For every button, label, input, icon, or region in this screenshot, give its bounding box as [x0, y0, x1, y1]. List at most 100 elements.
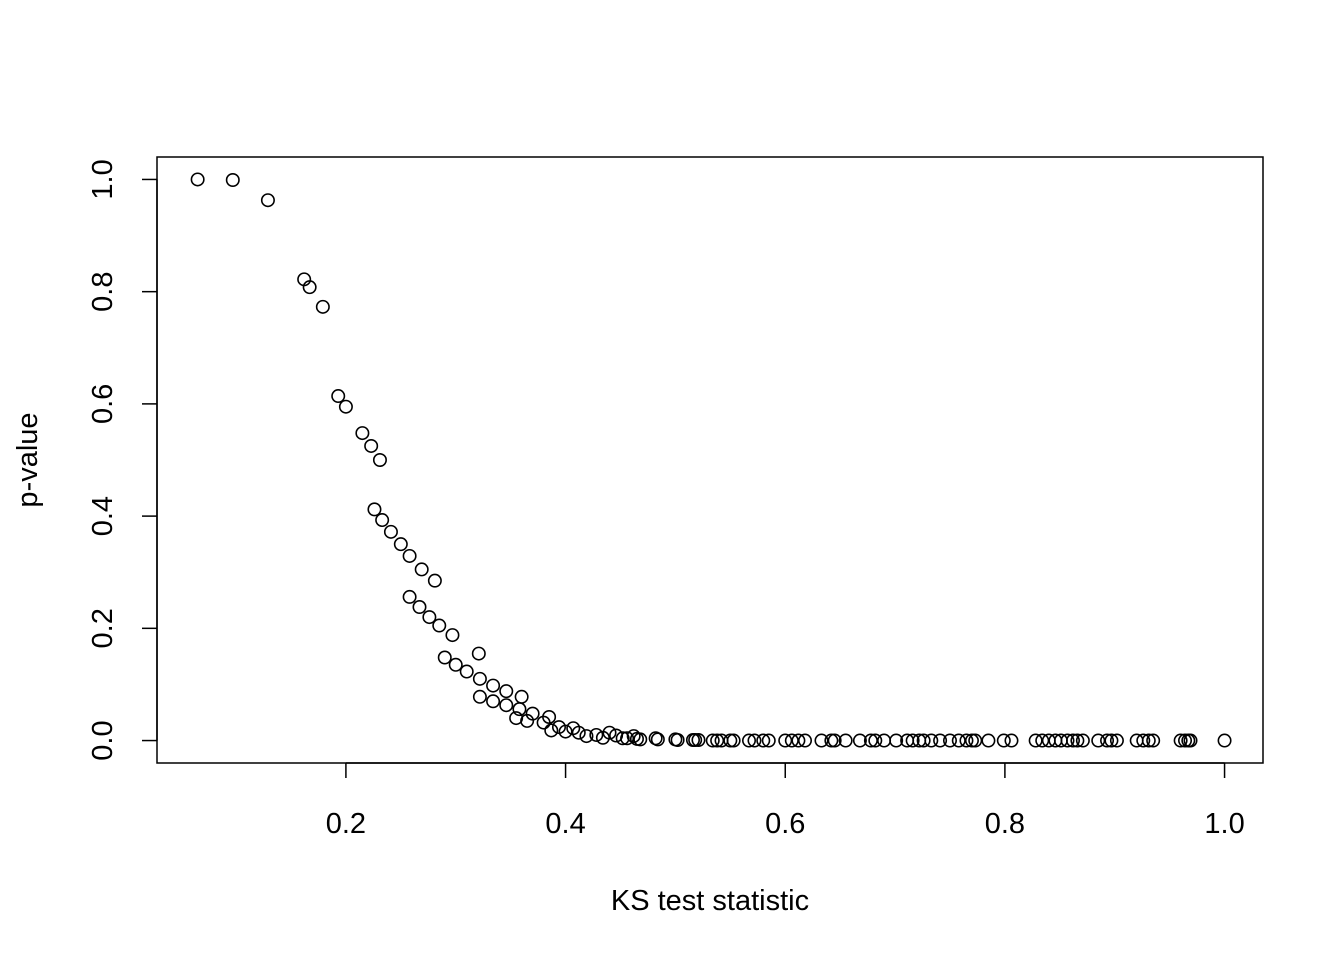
data-point	[260, 193, 275, 208]
data-point	[1070, 733, 1085, 748]
y-tick-label: 0.0	[87, 720, 119, 760]
data-point	[542, 709, 557, 724]
data-point	[402, 589, 417, 604]
y-tick-label: 1.0	[87, 159, 119, 199]
data-point	[558, 724, 573, 739]
data-point	[791, 733, 806, 748]
data-point	[525, 706, 540, 721]
data-point	[190, 172, 205, 187]
data-point	[414, 562, 429, 577]
data-point	[471, 646, 486, 661]
data-point	[499, 698, 514, 713]
data-point	[1146, 733, 1161, 748]
x-tick-label: 0.6	[765, 808, 805, 840]
data-point	[741, 733, 756, 748]
data-point	[688, 732, 703, 747]
data-point	[602, 725, 617, 740]
data-point	[1075, 733, 1090, 748]
data-point	[1004, 733, 1019, 748]
y-tick-label: 0.2	[87, 608, 119, 648]
data-point	[981, 733, 996, 748]
data-point	[571, 725, 586, 740]
data-point	[437, 650, 452, 665]
data-point	[1136, 733, 1151, 748]
data-point	[916, 733, 931, 748]
data-point	[964, 733, 979, 748]
data-point	[924, 733, 939, 748]
data-point	[620, 731, 635, 746]
data-point	[1141, 733, 1156, 748]
data-point	[364, 438, 379, 453]
data-point	[225, 173, 240, 188]
data-point	[626, 729, 641, 744]
data-point	[448, 657, 463, 672]
data-point	[1100, 733, 1115, 748]
data-point	[1060, 733, 1075, 748]
data-point	[472, 689, 487, 704]
data-point	[486, 694, 501, 709]
data-point	[499, 684, 514, 699]
data-point	[422, 610, 437, 625]
data-point	[514, 689, 529, 704]
y-tick-label: 0.8	[87, 272, 119, 312]
data-point	[1178, 733, 1193, 748]
data-point	[852, 733, 867, 748]
data-point	[331, 389, 346, 404]
data-point	[1173, 733, 1188, 748]
x-tick-label: 1.0	[1204, 808, 1244, 840]
data-point	[877, 733, 892, 748]
x-tick-label: 0.4	[545, 808, 585, 840]
data-point	[372, 452, 387, 467]
data-point	[1109, 733, 1124, 748]
data-point	[445, 628, 460, 643]
data-point	[544, 723, 559, 738]
data-point	[367, 502, 382, 517]
y-axis-title: p-value	[12, 412, 44, 507]
data-point	[827, 733, 842, 748]
x-tick-label: 0.8	[985, 808, 1025, 840]
data-point	[838, 733, 853, 748]
data-point	[589, 727, 604, 742]
data-point	[393, 537, 408, 552]
data-point	[868, 733, 883, 748]
x-axis-title: KS test statistic	[611, 885, 809, 917]
data-point	[747, 733, 762, 748]
data-point	[1183, 733, 1198, 748]
data-point	[472, 671, 487, 686]
data-point	[579, 729, 594, 744]
data-point	[459, 664, 474, 679]
data-point	[959, 733, 974, 748]
data-point	[432, 618, 447, 633]
data-point	[761, 733, 776, 748]
data-point	[650, 732, 665, 747]
data-point	[905, 733, 920, 748]
x-tick-label: 0.2	[326, 808, 366, 840]
data-point	[798, 733, 813, 748]
data-point	[375, 513, 390, 528]
data-point	[1065, 733, 1080, 748]
data-point	[824, 733, 839, 748]
data-point	[486, 678, 501, 693]
data-point	[726, 733, 741, 748]
data-point	[889, 733, 904, 748]
data-point	[338, 399, 353, 414]
plot-frame	[156, 156, 1264, 764]
x-axis: 0.2 0.4 0.6 0.8 1.0	[326, 762, 1245, 840]
data-point	[691, 732, 706, 747]
data-point	[383, 524, 398, 539]
data-points	[190, 172, 1232, 748]
data-point	[302, 280, 317, 295]
data-point	[756, 733, 771, 748]
data-point	[1217, 733, 1232, 748]
data-point	[355, 426, 370, 441]
data-point	[723, 733, 738, 748]
data-point	[615, 731, 630, 746]
data-point	[933, 733, 948, 748]
data-point	[705, 733, 720, 748]
data-point	[427, 573, 442, 588]
data-point	[670, 732, 685, 747]
y-tick-label: 0.4	[87, 496, 119, 536]
data-point	[996, 733, 1011, 748]
